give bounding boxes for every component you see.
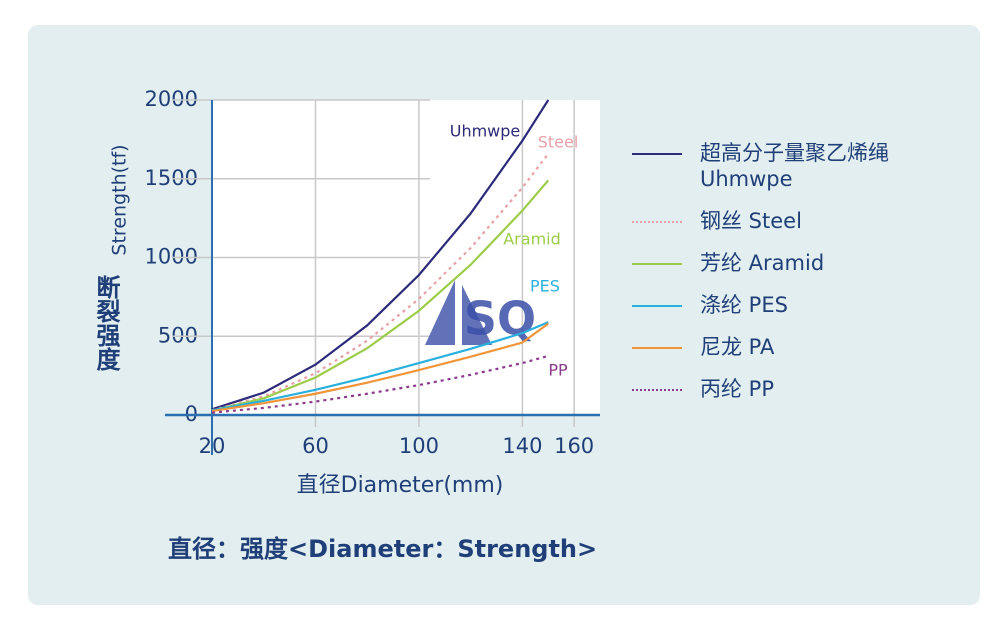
logo-sail [425,280,492,345]
series-annotation: Aramid [503,230,561,249]
y-tick-label: 500 [158,323,198,347]
series-line [211,321,549,412]
series-line [211,179,550,412]
series-line [211,153,550,412]
x-tick-label: 60 [302,434,329,458]
y-tick-label: 1000 [145,245,198,269]
series-annotation: Steel [538,133,579,152]
legend-label: 超高分子量聚乙烯绳 Uhmwpe [700,141,889,191]
y-tick-label: 2000 [145,87,198,111]
x-tick-label: 140 [502,434,542,458]
series-annotation: PP [548,361,568,380]
y-axis-label: Strength(tf) [109,144,131,255]
y-axis-label-cn: 断裂强度 [92,274,120,372]
y-tick-label: 1500 [145,166,198,190]
series-line [211,354,549,414]
legend-item: 芳纶 Aramid [632,250,962,276]
legend-label: 涤纶 PES [700,293,788,317]
legend-item: 涤纶 PES [632,292,962,318]
legend-item: 钢丝 Steel [632,208,962,234]
legend-item: 丙纶 PP [632,376,962,402]
legend-swatch [632,263,682,265]
legend-swatch [632,389,682,391]
legend-label: 钢丝 Steel [700,209,802,233]
series-annotation: PES [530,277,560,296]
legend-label: 芳纶 Aramid [700,251,825,275]
series-annotation: Uhmwpe [450,122,521,141]
legend-label: 尼龙 PA [700,335,775,359]
series-line [211,99,550,411]
legend-label: 丙纶 PP [700,377,775,401]
x-axis-label: 直径Diameter(mm) [297,473,504,498]
legend-swatch [632,153,682,155]
legend-item: 尼龙 PA [632,334,962,360]
legend-item: 超高分子量聚乙烯绳 Uhmwpe [632,140,962,192]
legend-swatch [632,305,682,307]
x-tick-label: 160 [554,434,594,458]
x-tick-label: 100 [399,434,439,458]
caption: 直径：强度<Diameter：Strength> [168,535,597,563]
legend: 超高分子量聚乙烯绳 Uhmwpe 钢丝 Steel 芳纶 Aramid 涤纶 PES 尼… [632,140,962,418]
series-line [211,322,549,413]
legend-swatch [632,221,682,223]
legend-swatch [632,347,682,349]
